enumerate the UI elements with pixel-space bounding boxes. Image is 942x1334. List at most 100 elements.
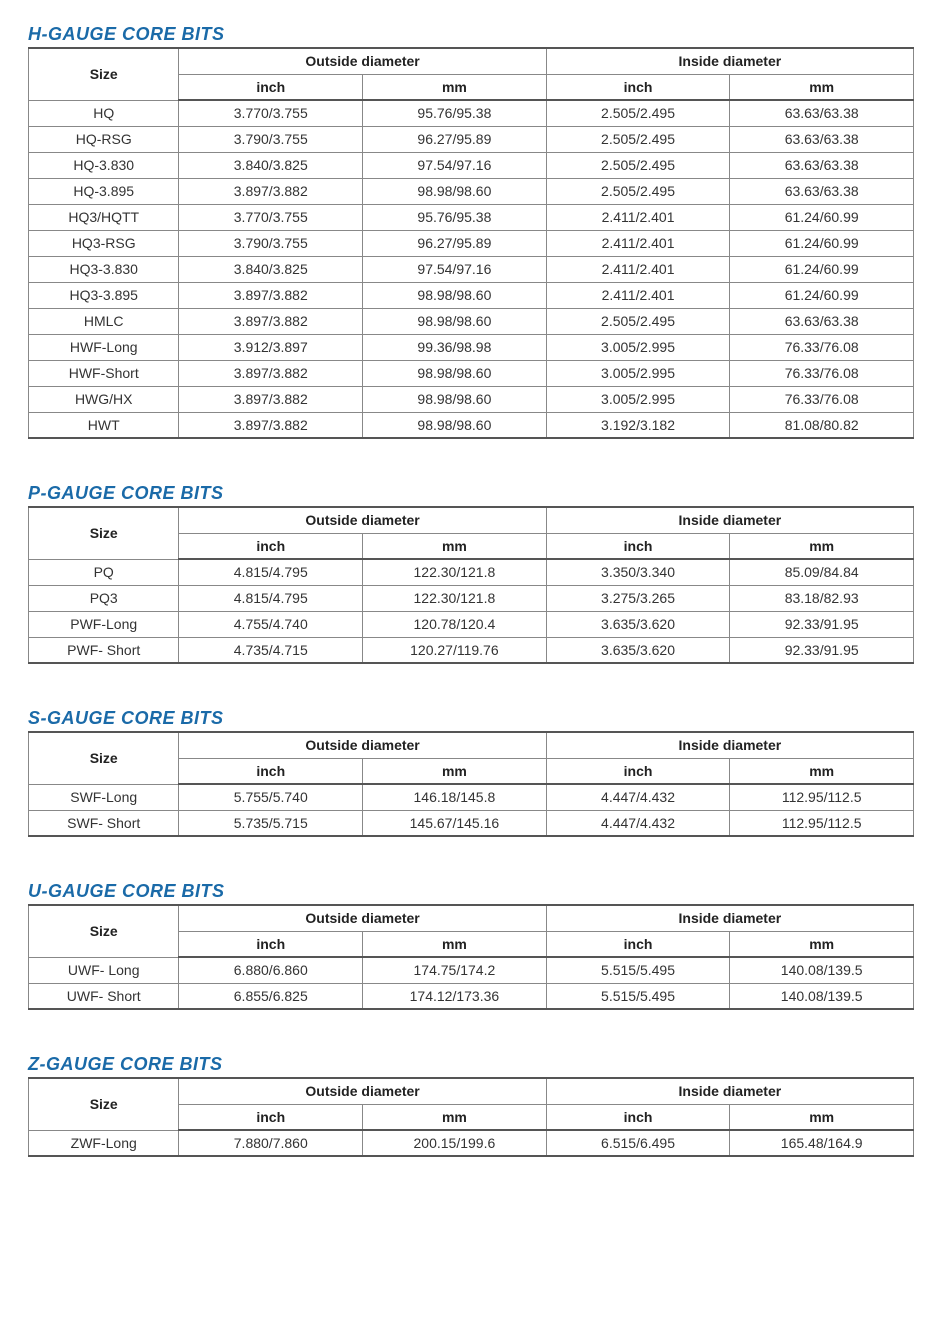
cell-id-mm: 140.08/139.5 [730,957,914,983]
head-row-1: SizeOutside diameterInside diameter [29,507,914,533]
cell-id-in: 3.635/3.620 [546,611,730,637]
spec-table: SizeOutside diameterInside diameterinchm… [28,731,914,837]
cell-id-in: 2.411/2.401 [546,204,730,230]
cell-od-in: 3.840/3.825 [179,256,363,282]
cell-id-mm: 92.33/91.95 [730,637,914,663]
section-title: H-GAUGE CORE BITS [28,24,914,45]
unit-header: inch [546,74,730,100]
cell-id-mm: 112.95/112.5 [730,810,914,836]
table-head: SizeOutside diameterInside diameterinch m… [29,1078,914,1130]
cell-id-mm: 63.63/63.38 [730,178,914,204]
col-outside-header: Outside diameter [179,732,546,758]
cell-size: HQ [29,100,179,126]
cell-id-mm: 81.08/80.82 [730,412,914,438]
cell-od-in: 3.790/3.755 [179,126,363,152]
cell-od-in: 5.755/5.740 [179,784,363,810]
cell-id-mm: 92.33/91.95 [730,611,914,637]
cell-od-in: 3.790/3.755 [179,230,363,256]
table-body: UWF- Long6.880/6.860174.75/174.25.515/5.… [29,957,914,1009]
spec-table: SizeOutside diameterInside diameterinchm… [28,47,914,439]
unit-header: mm [363,931,547,957]
table-row: HQ3/HQTT3.770/3.75595.76/95.382.411/2.40… [29,204,914,230]
head-row-1: SizeOutside diameterInside diameter [29,1078,914,1104]
cell-od-mm: 98.98/98.60 [363,282,547,308]
cell-id-mm: 61.24/60.99 [730,230,914,256]
section-title: S-GAUGE CORE BITS [28,708,914,729]
cell-id-in: 3.635/3.620 [546,637,730,663]
unit-header: mm [730,758,914,784]
cell-od-in: 3.897/3.882 [179,412,363,438]
cell-id-in: 2.411/2.401 [546,230,730,256]
unit-header: mm [730,931,914,957]
cell-size: HQ-RSG [29,126,179,152]
gauge-section: Z-GAUGE CORE BITS SizeOutside diameterIns… [28,1054,914,1157]
col-size-header: Size [29,732,179,784]
table-row: SWF-Long5.755/5.740146.18/145.84.447/4.4… [29,784,914,810]
cell-od-mm: 98.98/98.60 [363,412,547,438]
cell-id-mm: 76.33/76.08 [730,334,914,360]
cell-od-in: 3.840/3.825 [179,152,363,178]
table-body: ZWF-Long7.880/7.860200.15/199.66.515/6.4… [29,1130,914,1156]
table-row: ZWF-Long7.880/7.860200.15/199.66.515/6.4… [29,1130,914,1156]
unit-header: inch [546,931,730,957]
cell-od-in: 3.897/3.882 [179,386,363,412]
gauge-section: U-GAUGE CORE BITSSizeOutside diameterIns… [28,881,914,1010]
col-outside-header: Outside diameter [179,1078,546,1104]
cell-od-mm: 98.98/98.60 [363,178,547,204]
head-row-1: SizeOutside diameterInside diameter [29,48,914,74]
section-title: Z-GAUGE CORE BITS [28,1054,914,1075]
cell-id-mm: 140.08/139.5 [730,983,914,1009]
head-row-1: SizeOutside diameterInside diameter [29,732,914,758]
cell-od-mm: 200.15/199.6 [363,1130,547,1156]
cell-id-in: 3.005/2.995 [546,334,730,360]
cell-id-mm: 63.63/63.38 [730,126,914,152]
cell-size: HWG/HX [29,386,179,412]
cell-size: HQ-3.895 [29,178,179,204]
col-inside-header: Inside diameter [546,732,913,758]
cell-id-in: 3.350/3.340 [546,559,730,585]
cell-od-mm: 98.98/98.60 [363,360,547,386]
spec-table: SizeOutside diameterInside diameterinch m… [28,506,914,664]
cell-od-in: 4.755/4.740 [179,611,363,637]
table-row: UWF- Long6.880/6.860174.75/174.25.515/5.… [29,957,914,983]
cell-id-mm: 83.18/82.93 [730,585,914,611]
cell-id-in: 3.275/3.265 [546,585,730,611]
cell-id-mm: 76.33/76.08 [730,386,914,412]
unit-header: mm [730,1104,914,1130]
col-outside-header: Outside diameter [179,905,546,931]
cell-id-mm: 112.95/112.5 [730,784,914,810]
table-head: SizeOutside diameterInside diameterinchm… [29,732,914,784]
gauge-section: H-GAUGE CORE BITS SizeOutside diameterIns… [28,24,914,439]
unit-header: inch [546,758,730,784]
cell-size: PWF-Long [29,611,179,637]
cell-id-mm: 165.48/164.9 [730,1130,914,1156]
unit-header: mm [730,533,914,559]
cell-size: HQ3/HQTT [29,204,179,230]
cell-od-mm: 97.54/97.16 [363,152,547,178]
cell-size: UWF- Long [29,957,179,983]
cell-id-in: 3.192/3.182 [546,412,730,438]
cell-id-in: 2.505/2.495 [546,178,730,204]
unit-header: mm [730,74,914,100]
cell-id-in: 6.515/6.495 [546,1130,730,1156]
cell-od-mm: 98.98/98.60 [363,386,547,412]
col-size-header: Size [29,1078,179,1130]
table-row: HQ3-3.8953.897/3.88298.98/98.602.411/2.4… [29,282,914,308]
cell-size: HQ3-RSG [29,230,179,256]
cell-size: SWF- Short [29,810,179,836]
cell-size: SWF-Long [29,784,179,810]
table-row: UWF- Short6.855/6.825174.12/173.365.515/… [29,983,914,1009]
cell-od-mm: 174.12/173.36 [363,983,547,1009]
cell-id-in: 2.505/2.495 [546,100,730,126]
unit-header: inch [179,1104,363,1130]
unit-header: inch [179,533,363,559]
table-row: PWF-Long4.755/4.740120.78/120.43.635/3.6… [29,611,914,637]
head-row-1: SizeOutside diameterInside diameter [29,905,914,931]
cell-od-mm: 95.76/95.38 [363,100,547,126]
table-row: HQ-RSG3.790/3.75596.27/95.892.505/2.4956… [29,126,914,152]
cell-id-mm: 61.24/60.99 [730,204,914,230]
cell-od-in: 4.735/4.715 [179,637,363,663]
table-head: SizeOutside diameterInside diameterinchm… [29,48,914,100]
cell-size: ZWF-Long [29,1130,179,1156]
cell-id-in: 4.447/4.432 [546,784,730,810]
